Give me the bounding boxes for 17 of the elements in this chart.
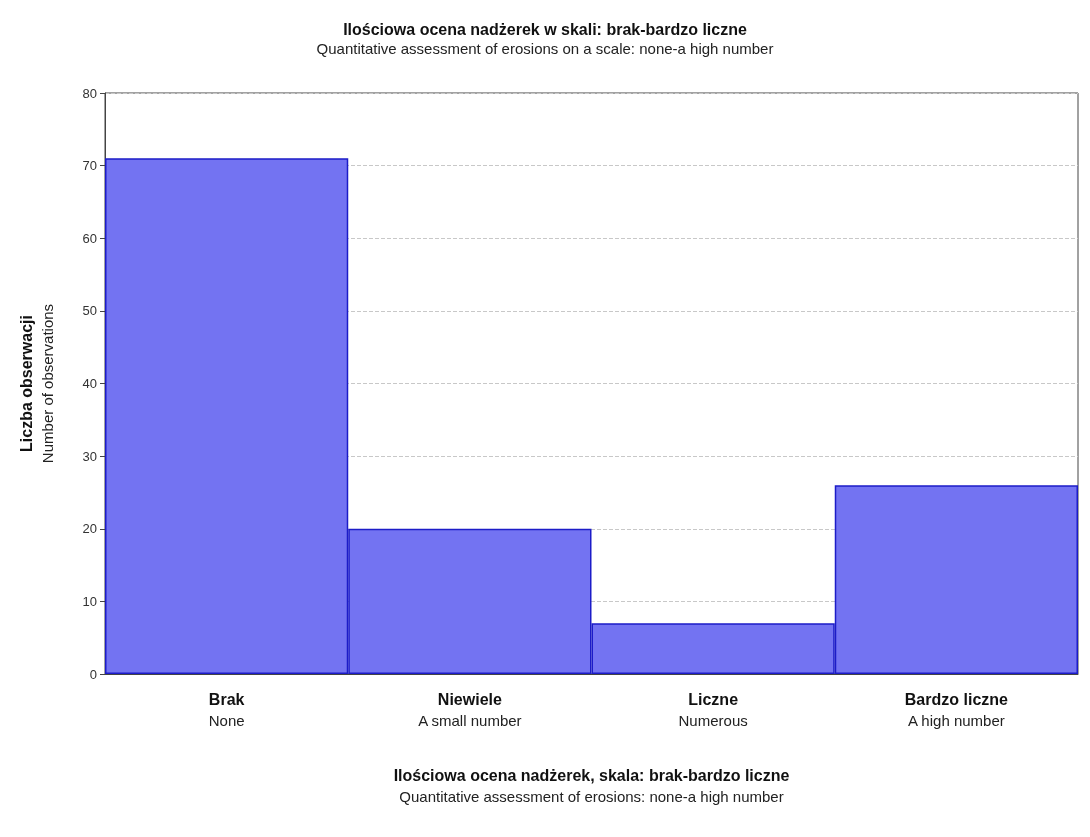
chart-title: Ilościowa ocena nadżerek w skali: brak-bardzo liczne bbox=[343, 20, 747, 38]
y-tick-label: 0 bbox=[89, 666, 97, 682]
y-tick-label: 60 bbox=[82, 230, 97, 246]
chart-subtitle: Quantitative assessment of erosions on a scale: none-a high number bbox=[316, 40, 774, 57]
x-tick-label: Liczne Numerous bbox=[678, 690, 748, 729]
x-tick-label: Brak None bbox=[208, 690, 245, 729]
y-tick-label: 10 bbox=[82, 593, 97, 609]
x-tick-label: Niewiele A small number bbox=[418, 690, 522, 729]
x-tick-label: Bardzo liczne A high number bbox=[904, 690, 1009, 729]
x-axis-title: Ilościowa ocena nadżerek, skala: brak-bardzo liczne Quantitative assessment of erosions: none-a high number bbox=[393, 766, 790, 805]
y-tick-label: 50 bbox=[82, 303, 97, 319]
y-tick-label: 80 bbox=[82, 85, 97, 101]
y-tick-label: 40 bbox=[82, 376, 97, 391]
y-tick-label: 70 bbox=[82, 158, 97, 174]
y-tick-label: 30 bbox=[82, 448, 97, 464]
y-axis-title: Liczba obserwacji Number of observations bbox=[17, 303, 56, 464]
y-tick-label: 20 bbox=[82, 521, 97, 537]
